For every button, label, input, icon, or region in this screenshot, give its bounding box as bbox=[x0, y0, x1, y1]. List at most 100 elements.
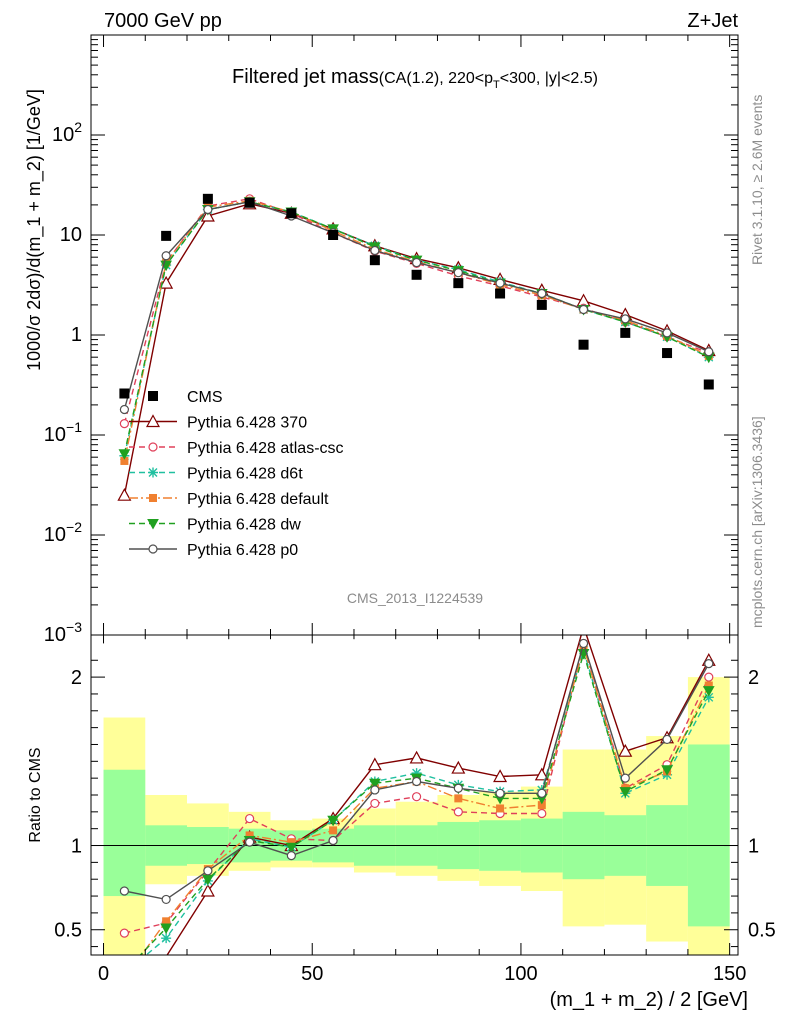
ratio-point bbox=[161, 894, 171, 905]
series-point bbox=[662, 328, 672, 338]
series-point bbox=[704, 347, 714, 357]
ratio-point bbox=[203, 866, 213, 876]
series-point bbox=[411, 257, 422, 268]
ratio-point bbox=[620, 773, 630, 783]
series-point bbox=[453, 268, 463, 278]
cms-data-point bbox=[453, 278, 464, 289]
x-tick-label: 50 bbox=[301, 963, 323, 985]
ratio-y-axis-title: Ratio to CMS bbox=[27, 747, 44, 842]
main-plot-series bbox=[117, 193, 716, 501]
band-inner-bin bbox=[687, 744, 730, 927]
legend-marker-cms bbox=[148, 391, 158, 401]
ratio-point bbox=[160, 923, 172, 935]
ratio-tick-label-left: 1 bbox=[71, 836, 82, 858]
series-point bbox=[537, 288, 547, 299]
ratio-point bbox=[287, 838, 296, 847]
cms-data-point bbox=[328, 230, 339, 240]
ratio-uncertainty-bands bbox=[91, 677, 738, 955]
plot-title-sub-b: <300, |y|<2.5) bbox=[500, 70, 598, 87]
ratio-point bbox=[534, 767, 549, 781]
y-tick-exponent: 2 bbox=[74, 119, 82, 135]
cms-data-point bbox=[411, 269, 422, 280]
y-tick-label: 10 bbox=[60, 224, 82, 246]
ratio-series-group bbox=[119, 635, 716, 955]
ratio-point bbox=[578, 638, 589, 649]
ratio-tick-label-right: 1 bbox=[748, 836, 759, 858]
ratio-point bbox=[702, 686, 715, 697]
ratio-point bbox=[618, 743, 633, 757]
ratio-tick-label-right: 0.5 bbox=[748, 920, 776, 942]
header-process: Z+Jet bbox=[687, 10, 738, 32]
main-series-group bbox=[117, 193, 716, 501]
series-point bbox=[370, 245, 380, 256]
ratio-point bbox=[367, 757, 382, 771]
ratio-plot-series bbox=[119, 635, 716, 955]
legend-label: Pythia 6.428 dw bbox=[187, 517, 301, 534]
ratio-point bbox=[704, 681, 713, 690]
ratio-point bbox=[245, 813, 255, 824]
ratio-point bbox=[451, 760, 466, 774]
legend-marker bbox=[145, 414, 161, 428]
series-point bbox=[495, 278, 505, 288]
ratio-point bbox=[704, 672, 714, 682]
cms-data-point bbox=[703, 379, 714, 390]
cms-data-point bbox=[286, 208, 297, 219]
cms-data-point bbox=[662, 348, 673, 359]
ratio-point bbox=[328, 835, 338, 846]
y-tick-exponent: −2 bbox=[66, 519, 82, 535]
series-point bbox=[120, 456, 129, 465]
ratio-point bbox=[662, 734, 672, 745]
plot-title-main: Filtered jet mass bbox=[232, 66, 379, 88]
ratio-point bbox=[245, 837, 255, 847]
ratio-point bbox=[411, 792, 422, 802]
ratio-point bbox=[537, 788, 547, 798]
analysis-label: CMS_2013_I1224539 bbox=[347, 590, 483, 606]
ratio-point bbox=[119, 886, 129, 896]
ratio-point bbox=[409, 750, 424, 764]
ratio-point bbox=[200, 883, 215, 897]
x-tick-label: 100 bbox=[504, 963, 537, 985]
x-tick-label: 150 bbox=[713, 963, 746, 985]
y-tick-base: 10 bbox=[44, 424, 66, 446]
ratio-point bbox=[703, 692, 714, 703]
legend-marker bbox=[149, 494, 157, 502]
y-tick-label: 1 bbox=[71, 324, 82, 346]
series-point bbox=[203, 204, 213, 215]
ratio-point bbox=[453, 807, 463, 817]
ratio-tick-label-left: 0.5 bbox=[54, 920, 82, 942]
series-point bbox=[117, 487, 132, 501]
ratio-point bbox=[368, 778, 381, 790]
ratio-point bbox=[370, 798, 380, 809]
band-inner-bin bbox=[103, 769, 146, 897]
series-point bbox=[119, 404, 129, 415]
cms-data-point bbox=[620, 327, 631, 338]
ratio-point bbox=[537, 801, 546, 810]
ratio-point bbox=[119, 928, 129, 938]
legend-label: Pythia 6.428 atlas-csc bbox=[187, 440, 344, 457]
ratio-point bbox=[411, 768, 422, 779]
ratio-point bbox=[202, 874, 214, 886]
series-point bbox=[119, 419, 129, 429]
legend-label: Pythia 6.428 370 bbox=[187, 415, 307, 432]
series-point bbox=[161, 251, 171, 261]
cms-data-point bbox=[536, 299, 547, 310]
legend-marker bbox=[147, 519, 159, 530]
ratio-point bbox=[704, 659, 714, 669]
y-tick-base: 10 bbox=[44, 524, 66, 546]
ratio-point bbox=[661, 765, 673, 776]
ratio-point bbox=[370, 785, 380, 795]
cms-data-point bbox=[119, 388, 130, 399]
plot-title: Filtered jet mass(CA(1.2), 220<pT<300, |… bbox=[232, 66, 598, 91]
legend-label-cms: CMS bbox=[187, 389, 223, 406]
mcplots-label: mcplots.cern.ch [arXiv:1306.3436] bbox=[749, 416, 765, 628]
ratio-point bbox=[327, 815, 339, 827]
legend-marker bbox=[148, 544, 158, 554]
cms-data-point bbox=[161, 230, 172, 241]
cms-data-point bbox=[202, 193, 213, 204]
ratio-tick-label-left: 2 bbox=[71, 667, 82, 689]
ratio-point bbox=[285, 842, 298, 854]
y-tick-label: 10−2 bbox=[44, 519, 82, 546]
cms-data-point bbox=[495, 288, 506, 299]
y-tick-label: 102 bbox=[52, 119, 82, 146]
